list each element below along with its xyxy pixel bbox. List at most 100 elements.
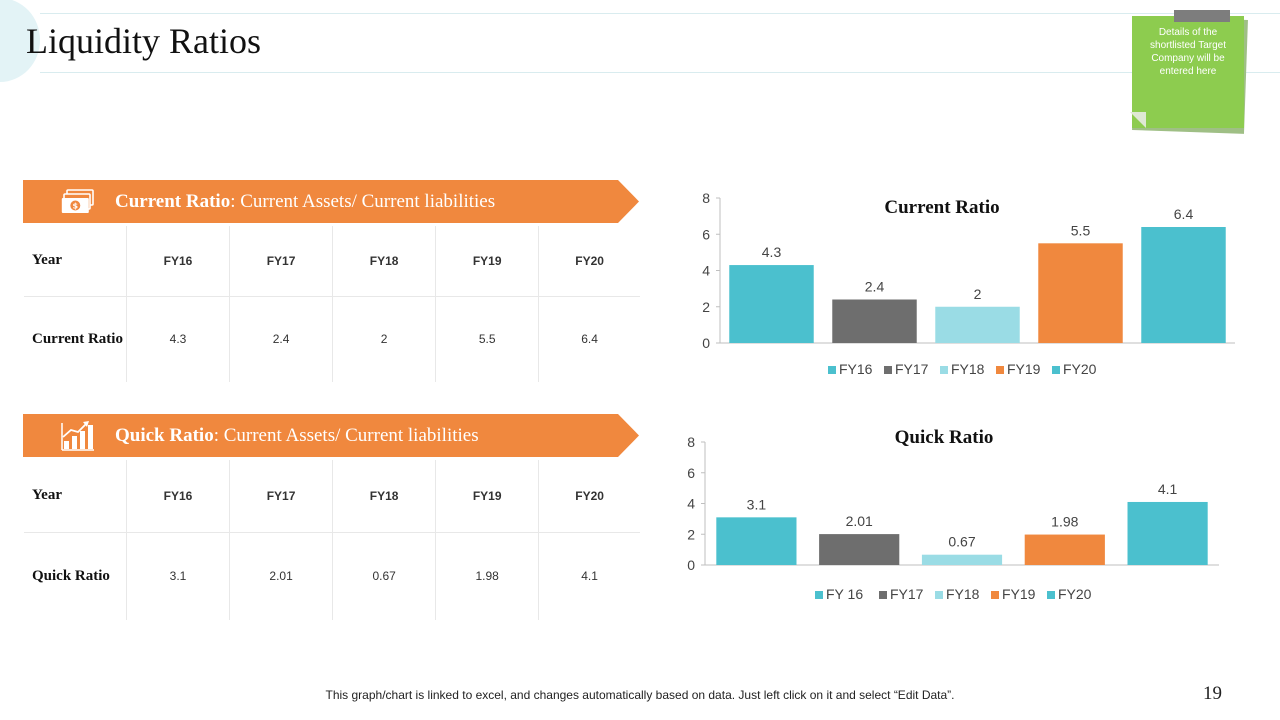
bar (819, 534, 900, 565)
legend-label: FY17 (895, 361, 929, 377)
bar (832, 299, 917, 343)
y-tick-label: 0 (687, 557, 695, 573)
legend-swatch (884, 366, 892, 374)
legend-label: FY 16 (826, 586, 863, 602)
legend-label: FY17 (890, 586, 924, 602)
quick-ratio-chart: 0 2 4 6 8 3.1 2.01 0.67 1.98 4.1 Quick Ratio FY 16 F… (687, 427, 1219, 602)
legend-swatch (828, 366, 836, 374)
year-header-cell: Year (24, 226, 127, 297)
row-label-cell: Quick Ratio (24, 532, 127, 620)
legend-swatch (1052, 366, 1060, 374)
value-cell: 4.3 (126, 296, 231, 382)
y-tick-label: 4 (687, 496, 695, 512)
footer-note: This graph/chart is linked to excel, and… (325, 688, 955, 702)
quick-ratio-header-row: Year FY16 FY17 FY18 FY19 FY20 (24, 460, 640, 533)
data-label: 2.4 (865, 279, 885, 295)
year-cell: FY19 (435, 460, 540, 533)
growth-chart-icon (61, 420, 95, 451)
value-cell: 4.1 (581, 569, 598, 584)
value-cell: 3.1 (126, 532, 231, 620)
page-number: 19 (1203, 683, 1222, 704)
y-tick-label: 2 (702, 299, 710, 315)
chart-title: Quick Ratio (895, 427, 994, 448)
sticky-note: Details of the shortlisted Target Compan… (1130, 10, 1250, 137)
y-tick-label: 4 (702, 263, 710, 279)
current-ratio-banner: $ Current Ratio: Current Assets/ Current… (23, 180, 639, 223)
data-label: 4.1 (1158, 481, 1178, 497)
data-label: 3.1 (747, 496, 767, 512)
y-tick-label: 6 (687, 465, 695, 481)
tape-strip (1174, 10, 1230, 22)
row-label-cell: Current Ratio (24, 296, 127, 382)
legend-swatch (935, 591, 943, 599)
current-ratio-chart: 0 2 4 6 8 4.3 2.4 2 5.5 6.4 Current Ratio FY16 FY17 F… (702, 190, 1235, 377)
legend-swatch (996, 366, 1004, 374)
money-icon: $ (61, 188, 95, 216)
legend-swatch (879, 591, 887, 599)
svg-text:$: $ (73, 201, 79, 210)
y-tick-label: 0 (702, 335, 710, 351)
current-ratio-header-row: Year FY16 FY17 FY18 FY19 FY20 (24, 226, 640, 297)
quick-ratio-banner-text: Quick Ratio: Current Assets/ Current lia… (115, 425, 479, 447)
data-label: 2 (974, 286, 982, 302)
data-label: 5.5 (1071, 222, 1091, 238)
year-cell: FY18 (332, 226, 437, 297)
y-tick-label: 6 (702, 226, 710, 242)
bar (1038, 243, 1123, 343)
bar (729, 265, 814, 343)
legend-label: FY20 (1058, 586, 1092, 602)
legend-label: FY19 (1002, 586, 1036, 602)
data-label: 0.67 (948, 534, 975, 550)
legend-swatch (815, 591, 823, 599)
current-ratio-table: Year FY16 FY17 FY18 FY19 FY20 Current Ra… (24, 226, 640, 382)
data-label: 1.98 (1051, 514, 1078, 530)
quick-ratio-banner-bold: Quick Ratio (115, 424, 214, 446)
quick-ratio-value-row: Quick Ratio 3.1 2.01 0.67 1.98 4.1 (24, 532, 640, 620)
y-tick-label: 2 (687, 526, 695, 542)
bar (1024, 534, 1105, 565)
value-cell: 2 (332, 296, 437, 382)
y-tick-label: 8 (702, 190, 710, 206)
year-cell: FY17 (229, 226, 334, 297)
legend-label: FY20 (1063, 361, 1097, 377)
legend-label: FY18 (951, 361, 985, 377)
bar (935, 306, 1020, 343)
year-cell: FY20 (538, 226, 640, 297)
year-cell: FY17 (229, 460, 334, 533)
current-ratio-banner-rest: : Current Assets/ Current liabilities (230, 190, 496, 212)
sticky-note-fold (1130, 112, 1146, 128)
current-ratio-banner-bold: Current Ratio (115, 190, 231, 212)
year-cell: FY18 (332, 460, 437, 533)
sticky-note-body: Details of the shortlisted Target Compan… (1132, 16, 1244, 128)
page-title: Liquidity Ratios (26, 21, 262, 61)
current-ratio-value-row: Current Ratio 4.3 2.4 2 5.5 6.4 (24, 296, 640, 382)
legend-label: FY16 (839, 361, 873, 377)
current-ratio-banner-text: Current Ratio: Current Assets/ Current l… (115, 191, 495, 213)
legend-swatch (940, 366, 948, 374)
value-cell: 1.98 (435, 532, 540, 620)
quick-ratio-banner-rest: : Current Assets/ Current liabilities (213, 424, 479, 446)
value-cell: 6.4 (581, 332, 598, 347)
legend-swatch (991, 591, 999, 599)
legend-label: FY18 (946, 586, 980, 602)
value-cell: 0.67 (332, 532, 437, 620)
bar (716, 517, 797, 565)
value-cell: 2.01 (229, 532, 334, 620)
year-cell: FY16 (126, 460, 231, 533)
legend-label: FY19 (1007, 361, 1041, 377)
bar (921, 554, 1003, 565)
sticky-note-text: Details of the shortlisted Target Compan… (1150, 27, 1226, 77)
quick-ratio-table: Year FY16 FY17 FY18 FY19 FY20 Quick Rati… (24, 460, 640, 620)
data-label: 2.01 (846, 513, 873, 529)
quick-ratio-banner: Quick Ratio: Current Assets/ Current lia… (23, 414, 639, 457)
value-cell: 5.5 (435, 296, 540, 382)
data-label: 6.4 (1174, 206, 1194, 222)
data-label: 4.3 (762, 244, 782, 260)
bar (1127, 501, 1208, 565)
y-tick-label: 8 (687, 434, 695, 450)
bar (1141, 227, 1226, 343)
chart-title: Current Ratio (884, 197, 999, 218)
legend-swatch (1047, 591, 1055, 599)
year-cell: FY20 (538, 460, 640, 533)
top-divider (40, 13, 1280, 14)
